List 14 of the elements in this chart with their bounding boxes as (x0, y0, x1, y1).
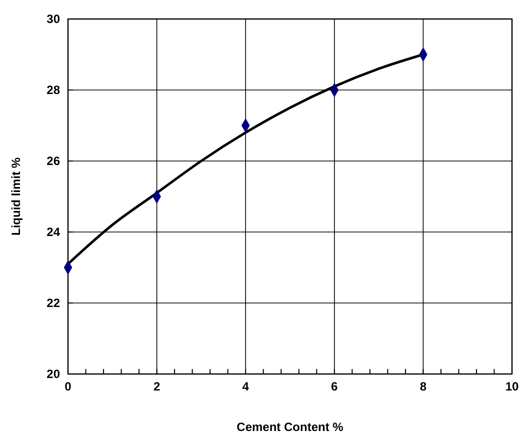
y-tick-label: 26 (46, 154, 60, 168)
y-axis-title: Liquid limit % (9, 157, 23, 236)
x-axis-title: Cement Content % (236, 420, 344, 434)
y-tick-label: 30 (46, 12, 60, 26)
x-tick-label: 8 (420, 380, 427, 394)
y-tick-label: 28 (46, 82, 60, 97)
x-tick-label: 2 (153, 380, 160, 394)
x-tick-label: 4 (242, 380, 250, 394)
x-tick-label: 10 (505, 380, 519, 394)
x-tick-label: 0 (64, 380, 72, 394)
y-tick-label: 24 (46, 224, 60, 239)
y-tick-label: 22 (46, 296, 60, 310)
x-tick-label: 6 (331, 380, 338, 394)
y-tick-label: 20 (46, 366, 60, 381)
